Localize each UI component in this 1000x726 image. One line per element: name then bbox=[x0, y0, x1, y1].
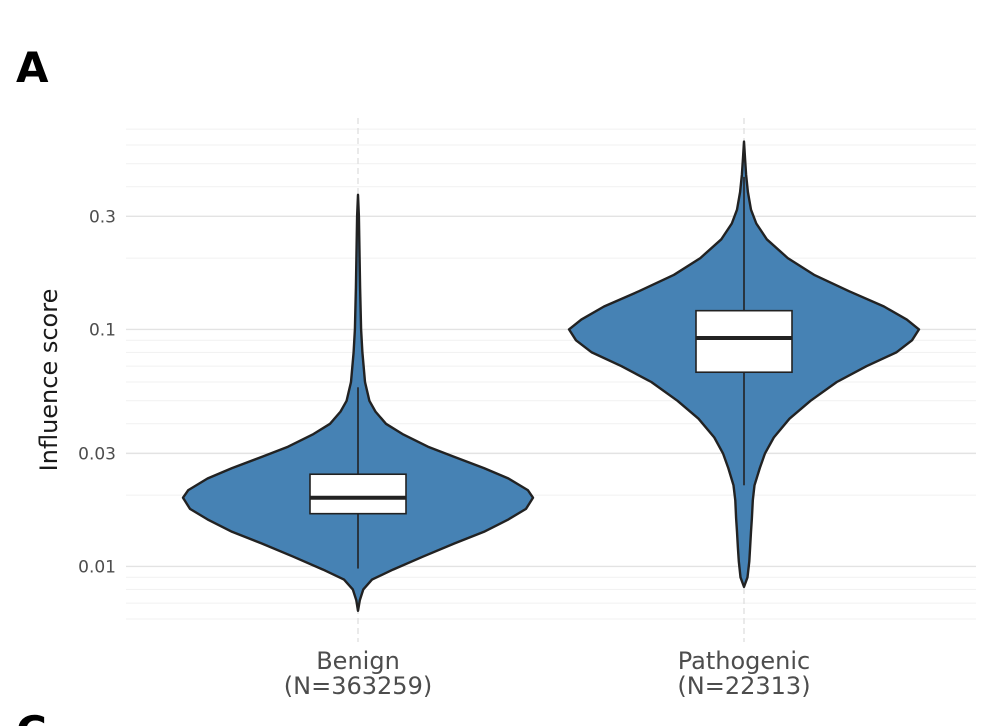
x-category-label: Pathogenic bbox=[678, 647, 810, 675]
box-iqr bbox=[309, 473, 407, 515]
x-category-label: Benign bbox=[316, 647, 400, 675]
x-category-count: (N=22313) bbox=[677, 672, 810, 700]
y-tick-label: 0.03 bbox=[78, 444, 116, 464]
plot-area: 0.01 0.03 0.1 0.3 Benign(N=363259) Pathogenic… bbox=[78, 118, 976, 700]
box-iqr bbox=[695, 309, 793, 374]
next-panel-label: C bbox=[16, 707, 47, 726]
y-tick-label: 0.01 bbox=[78, 557, 116, 577]
y-tick-label: 0.3 bbox=[89, 207, 116, 227]
panel-label: A bbox=[16, 43, 49, 92]
y-tick-label: 0.1 bbox=[89, 320, 116, 340]
y-axis-title: Influence score bbox=[35, 289, 63, 472]
x-category-count: (N=363259) bbox=[284, 672, 432, 700]
